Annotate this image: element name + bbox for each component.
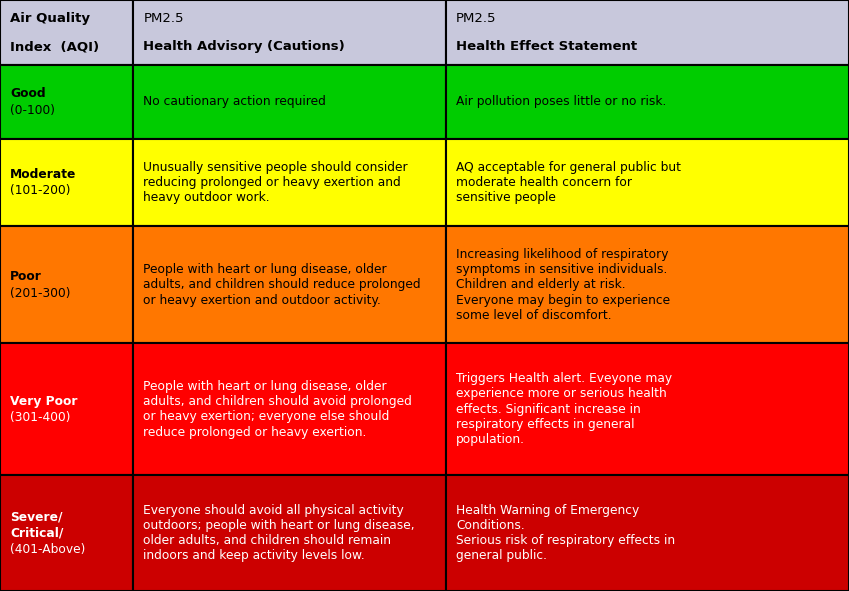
Text: Health Effect Statement: Health Effect Statement [456, 40, 637, 53]
Text: AQ acceptable for general public but: AQ acceptable for general public but [456, 161, 681, 174]
Text: (401-Above): (401-Above) [10, 543, 86, 556]
Text: Index  (AQI): Index (AQI) [10, 40, 99, 53]
Bar [446, 65, 849, 139]
Bar [0, 0, 133, 65]
Text: Air pollution poses little or no risk.: Air pollution poses little or no risk. [456, 96, 666, 108]
Bar [446, 343, 849, 475]
Text: indoors and keep activity levels low.: indoors and keep activity levels low. [143, 550, 365, 563]
Text: reduce prolonged or heavy exertion.: reduce prolonged or heavy exertion. [143, 426, 367, 439]
Text: Critical/: Critical/ [10, 527, 64, 540]
Bar [446, 139, 849, 226]
Text: Severe/: Severe/ [10, 510, 63, 523]
Text: experience more or serious health: experience more or serious health [456, 388, 666, 401]
Text: outdoors; people with heart or lung disease,: outdoors; people with heart or lung dise… [143, 519, 415, 532]
Text: Serious risk of respiratory effects in: Serious risk of respiratory effects in [456, 534, 675, 547]
Text: symptoms in sensitive individuals.: symptoms in sensitive individuals. [456, 263, 667, 276]
Text: Health Warning of Emergency: Health Warning of Emergency [456, 504, 639, 517]
Bar [0, 226, 133, 343]
Bar [133, 475, 446, 591]
Text: reducing prolonged or heavy exertion and: reducing prolonged or heavy exertion and [143, 176, 402, 189]
Text: effects. Significant increase in: effects. Significant increase in [456, 403, 641, 415]
Text: some level of discomfort.: some level of discomfort. [456, 309, 611, 322]
Text: Everyone may begin to experience: Everyone may begin to experience [456, 294, 670, 307]
Bar [133, 65, 446, 139]
Text: Triggers Health alert. Eveyone may: Triggers Health alert. Eveyone may [456, 372, 672, 385]
Text: (0-100): (0-100) [10, 103, 55, 116]
Text: (301-400): (301-400) [10, 411, 70, 424]
Text: No cautionary action required: No cautionary action required [143, 96, 326, 108]
Bar [446, 0, 849, 65]
Text: general public.: general public. [456, 550, 547, 563]
Bar [133, 0, 446, 65]
Text: PM2.5: PM2.5 [143, 12, 184, 25]
Text: adults, and children should avoid prolonged: adults, and children should avoid prolon… [143, 395, 413, 408]
Text: (201-300): (201-300) [10, 287, 70, 300]
Text: Air Quality: Air Quality [10, 12, 90, 25]
Text: People with heart or lung disease, older: People with heart or lung disease, older [143, 380, 387, 393]
Text: older adults, and children should remain: older adults, and children should remain [143, 534, 391, 547]
Text: Increasing likelihood of respiratory: Increasing likelihood of respiratory [456, 248, 668, 261]
Text: Conditions.: Conditions. [456, 519, 525, 532]
Text: population.: population. [456, 433, 525, 446]
Text: Health Advisory (Cautions): Health Advisory (Cautions) [143, 40, 346, 53]
Bar [446, 475, 849, 591]
Bar [0, 139, 133, 226]
Bar [133, 343, 446, 475]
Text: Children and elderly at risk.: Children and elderly at risk. [456, 278, 626, 291]
Bar [133, 226, 446, 343]
Text: PM2.5: PM2.5 [456, 12, 497, 25]
Text: Poor: Poor [10, 270, 42, 283]
Text: Moderate: Moderate [10, 168, 76, 181]
Bar [0, 65, 133, 139]
Bar [0, 475, 133, 591]
Text: adults, and children should reduce prolonged: adults, and children should reduce prolo… [143, 278, 421, 291]
Bar [0, 343, 133, 475]
Text: Unusually sensitive people should consider: Unusually sensitive people should consid… [143, 161, 408, 174]
Bar [133, 139, 446, 226]
Text: or heavy exertion and outdoor activity.: or heavy exertion and outdoor activity. [143, 294, 381, 307]
Text: sensitive people: sensitive people [456, 191, 556, 204]
Text: Good: Good [10, 87, 46, 100]
Text: Everyone should avoid all physical activity: Everyone should avoid all physical activ… [143, 504, 404, 517]
Text: heavy outdoor work.: heavy outdoor work. [143, 191, 270, 204]
Text: moderate health concern for: moderate health concern for [456, 176, 632, 189]
Bar [446, 226, 849, 343]
Text: Very Poor: Very Poor [10, 395, 78, 408]
Text: respiratory effects in general: respiratory effects in general [456, 418, 634, 431]
Text: People with heart or lung disease, older: People with heart or lung disease, older [143, 263, 387, 276]
Text: or heavy exertion; everyone else should: or heavy exertion; everyone else should [143, 410, 390, 423]
Text: (101-200): (101-200) [10, 184, 70, 197]
